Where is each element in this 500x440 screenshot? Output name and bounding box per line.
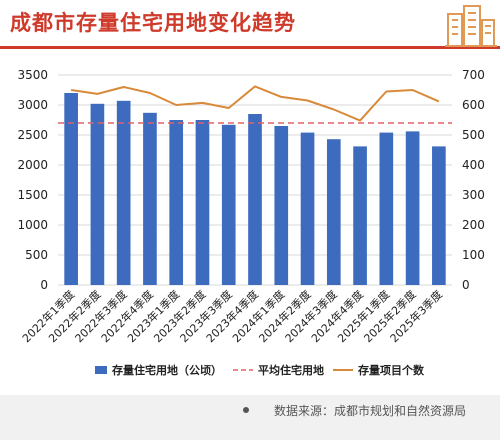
source-note: 数据来源：成都市规划和自然资源局 — [274, 404, 467, 418]
bar — [300, 132, 315, 285]
legend-label: 平均住宅用地 — [258, 363, 324, 377]
bar — [326, 139, 341, 285]
y-tick-label-left: 0 — [40, 278, 48, 292]
bar — [405, 131, 420, 285]
y-tick-label-left: 2000 — [17, 158, 48, 172]
y-tick-label-right: 200 — [462, 218, 485, 232]
title-underline — [0, 46, 500, 49]
bar — [116, 100, 131, 285]
bar — [143, 112, 157, 285]
bar — [64, 93, 78, 285]
y-tick-label-right: 0 — [462, 278, 470, 292]
y-tick-label-left: 500 — [25, 248, 48, 262]
source-bar — [0, 395, 500, 440]
legend-swatch-bar — [95, 366, 107, 374]
bar — [221, 124, 236, 285]
legend-label: 存量项目个数 — [358, 363, 425, 377]
bar — [195, 120, 210, 285]
y-tick-label-right: 300 — [462, 188, 485, 202]
bar — [353, 146, 367, 285]
y-tick-label-left: 2500 — [17, 128, 48, 142]
y-tick-label-left: 3000 — [17, 98, 48, 112]
series-line — [70, 85, 440, 122]
bar — [248, 114, 262, 285]
y-tick-label-right: 700 — [462, 68, 485, 82]
y-tick-label-right: 100 — [462, 248, 485, 262]
y-tick-label-left: 3500 — [17, 68, 48, 82]
y-tick-label-left: 1500 — [17, 188, 48, 202]
y-tick-label-right: 600 — [462, 98, 485, 112]
bar — [379, 132, 394, 285]
bar — [169, 120, 184, 285]
bullet-dot-icon — [243, 407, 249, 413]
legend-label: 存量住宅用地（公顷） — [112, 363, 222, 377]
y-tick-label-right: 500 — [462, 128, 485, 142]
y-tick-label-left: 1000 — [17, 218, 48, 232]
y-tick-label-right: 400 — [462, 158, 485, 172]
page-title: 成都市存量住宅用地变化趋势 — [10, 11, 296, 35]
chart: 0 500 1000 1500 2000 2500 3000 3500 0 100 200 300 4… — [17, 68, 485, 377]
bar — [274, 126, 289, 285]
building-icon — [445, 5, 497, 47]
bar — [432, 146, 446, 285]
bar — [90, 103, 105, 285]
